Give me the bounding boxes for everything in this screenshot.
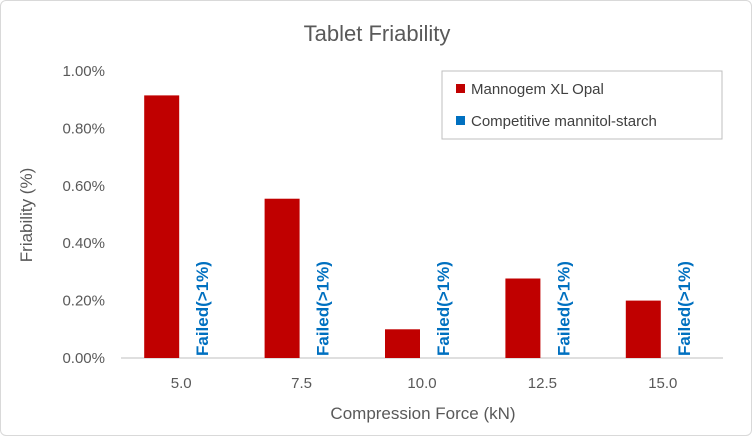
y-tick-labels: 0.00% 0.20% 0.40% 0.60% 0.80% 1.00% [62, 63, 105, 367]
failed-annotations: Failed(>1%) Failed(>1%) Failed(>1%) Failed(… [193, 261, 694, 356]
legend-box [441, 70, 723, 140]
y-tick-label: 0.80% [62, 120, 105, 137]
x-axis-label: Compression Force (kN) [330, 404, 515, 423]
legend-swatch [456, 84, 465, 93]
failed-annotation: Failed(>1%) [675, 261, 694, 356]
bar-15-0 [625, 300, 661, 358]
x-tick-label: 10.0 [407, 375, 436, 392]
y-axis-label: Friability (%) [17, 168, 36, 262]
bar-7-5 [264, 198, 300, 358]
failed-annotation: Failed(>1%) [554, 261, 573, 356]
failed-annotation: Failed(>1%) [193, 261, 212, 356]
legend: Mannogem XL Opal Competitive mannitol-sta… [441, 70, 723, 140]
x-tick-label: 7.5 [291, 375, 312, 392]
legend-label: Competitive mannitol-starch [471, 113, 657, 130]
x-tick-labels: 5.0 7.5 10.0 12.5 15.0 [171, 375, 678, 392]
bar-12-5 [505, 278, 541, 358]
bars [144, 95, 661, 359]
x-tick-label: 12.5 [528, 375, 557, 392]
x-tick-label: 5.0 [171, 375, 192, 392]
chart-title: Tablet Friability [304, 21, 451, 46]
y-tick-label: 1.00% [62, 63, 105, 80]
legend-label: Mannogem XL Opal [471, 81, 604, 98]
y-tick-label: 0.60% [62, 178, 105, 195]
y-tick-label: 0.20% [62, 293, 105, 310]
failed-annotation: Failed(>1%) [314, 261, 333, 356]
bar-5-0 [144, 95, 180, 359]
x-tick-label: 15.0 [648, 375, 677, 392]
y-tick-label: 0.40% [62, 235, 105, 252]
failed-annotation: Failed(>1%) [434, 261, 453, 356]
bar-10-0 [385, 329, 420, 358]
legend-swatch [456, 116, 465, 125]
y-tick-label: 0.00% [62, 350, 105, 367]
